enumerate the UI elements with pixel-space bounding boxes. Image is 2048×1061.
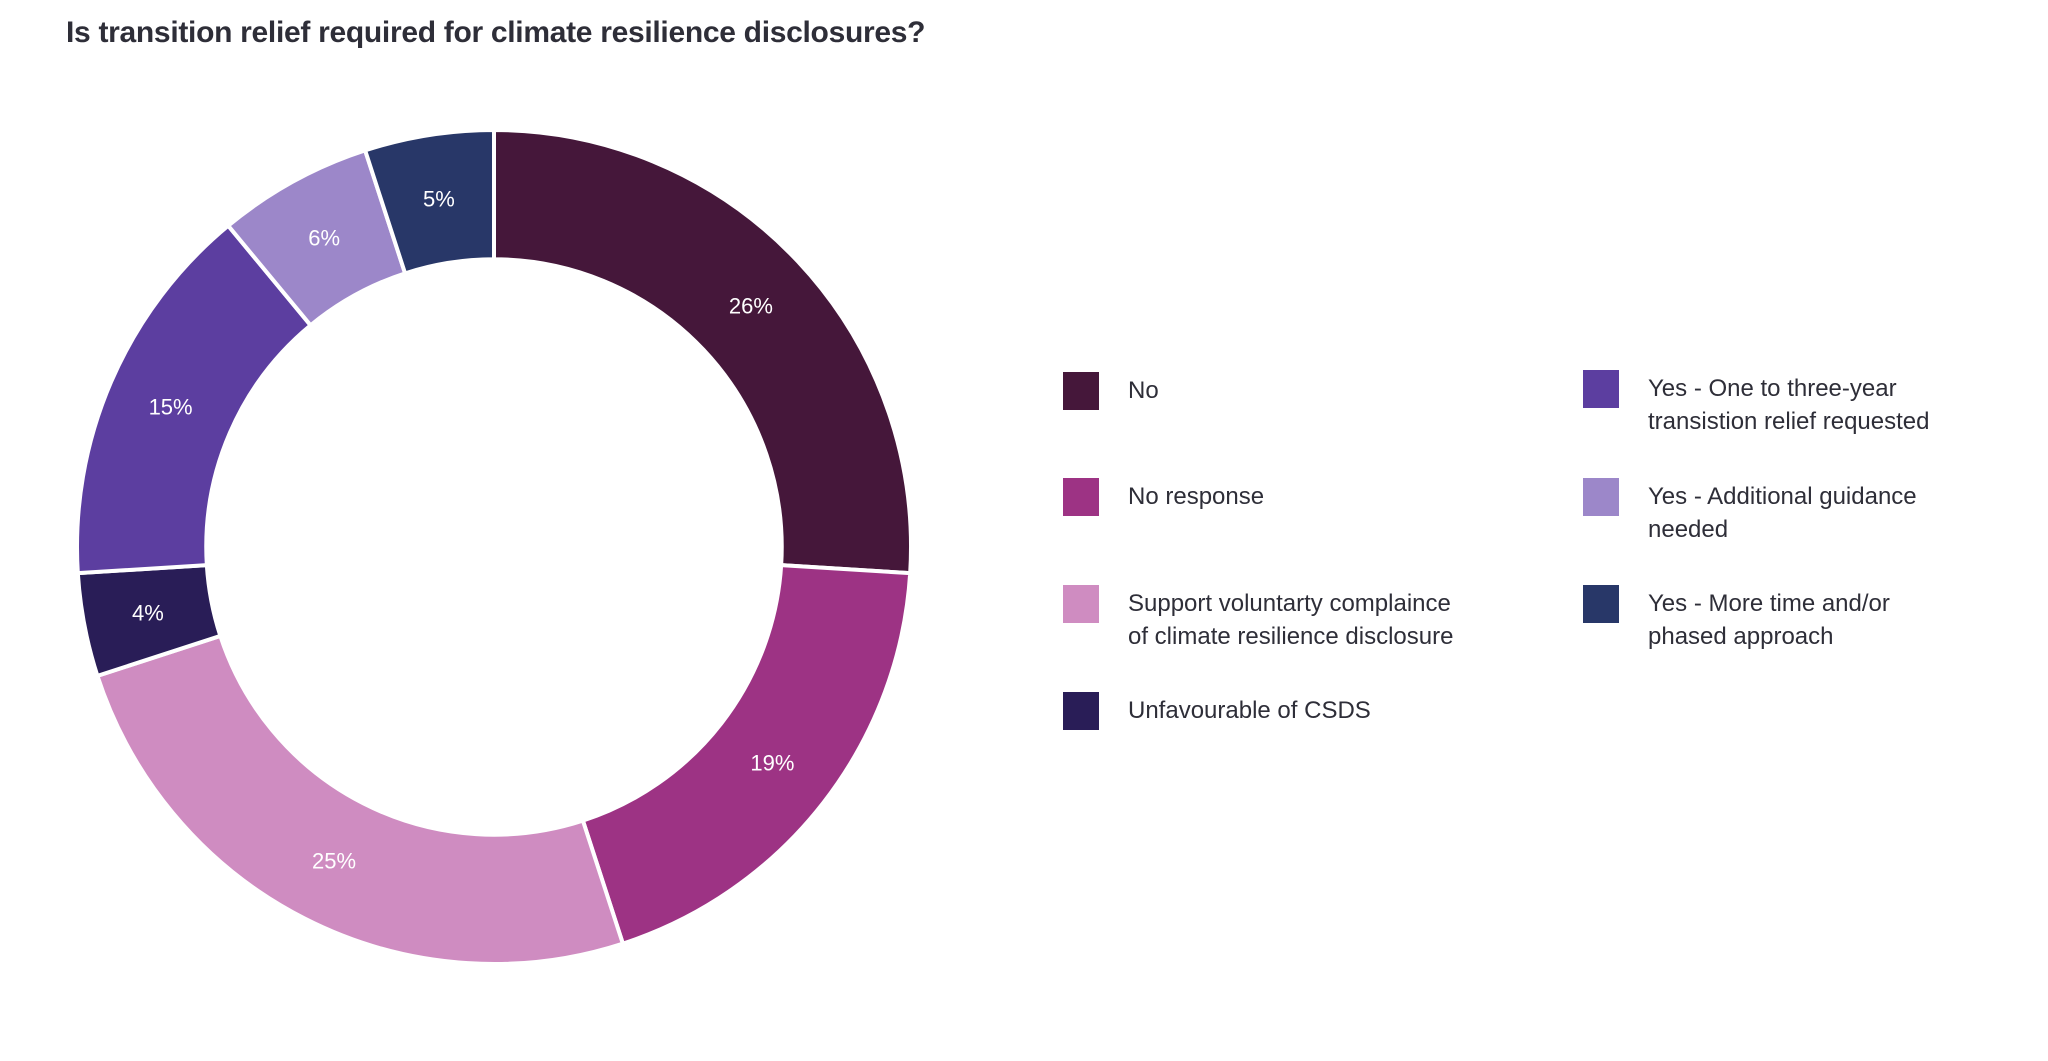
- legend-swatch-support-voluntary: [1063, 585, 1099, 623]
- donut-chart: 26% 19% 25% 4% 15% 6% 5%: [73, 126, 915, 968]
- chart-title: Is transition relief required for climat…: [66, 16, 926, 49]
- legend-item-no: No: [1063, 372, 1159, 410]
- legend-label-unfavourable-csds: Unfavourable of CSDS: [1128, 697, 1371, 724]
- legend-item-yes-additional-guidance: Yes - Additional guidance needed: [1583, 478, 1917, 546]
- donut-segment-value-label: 15%: [149, 395, 193, 420]
- donut-segment-1: [492, 127, 913, 576]
- legend-label-support-voluntary: Support voluntarty complaince of climate…: [1128, 590, 1454, 650]
- legend-swatch-no: [1063, 372, 1099, 410]
- donut-segment-7: [362, 127, 496, 276]
- donut-segment-value-label: 26%: [729, 293, 773, 318]
- legend-label-yes-transition-relief: Yes - One to three-year transistion reli…: [1648, 375, 1930, 435]
- donut-segment-value-label: 5%: [423, 187, 455, 212]
- legend-item-no-response: No response: [1063, 478, 1264, 516]
- legend-label-yes-additional-guidance: Yes - Additional guidance needed: [1648, 483, 1917, 543]
- legend-item-unfavourable-csds: Unfavourable of CSDS: [1063, 692, 1371, 730]
- legend-swatch-yes-transition-relief: [1583, 370, 1619, 408]
- legend-item-yes-transition-relief: Yes - One to three-year transistion reli…: [1583, 370, 1929, 438]
- legend-item-yes-more-time: Yes - More time and/or phased approach: [1583, 585, 1890, 653]
- donut-segment-2: [580, 562, 913, 947]
- legend-item-support-voluntary: Support voluntarty complaince of climate…: [1063, 585, 1453, 653]
- legend-label-no: No: [1128, 377, 1159, 404]
- legend-label-yes-more-time: Yes - More time and/or phased approach: [1648, 590, 1890, 650]
- donut-segment-value-label: 25%: [312, 849, 356, 874]
- legend-swatch-yes-more-time: [1583, 585, 1619, 623]
- legend-label-no-response: No response: [1128, 483, 1265, 510]
- legend-swatch-yes-additional-guidance: [1583, 478, 1619, 516]
- donut-segment-3: [94, 633, 626, 966]
- donut-segment-value-label: 4%: [132, 601, 164, 626]
- legend-swatch-no-response: [1063, 478, 1099, 516]
- legend-swatch-unfavourable-csds: [1063, 692, 1099, 730]
- donut-segment-value-label: 19%: [750, 751, 794, 776]
- donut-segment-value-label: 6%: [308, 226, 340, 251]
- donut-chart-svg: 26% 19% 25% 4% 15% 6% 5%: [75, 127, 913, 966]
